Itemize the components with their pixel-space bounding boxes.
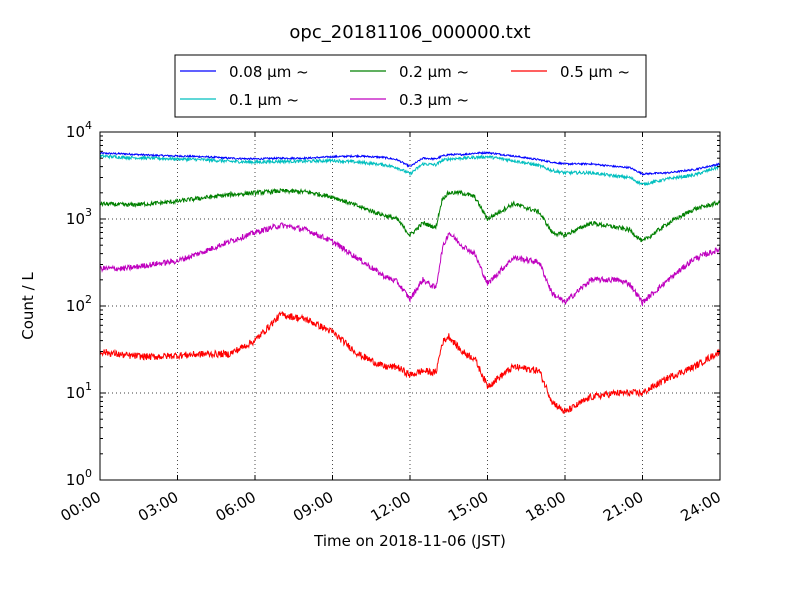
y-tick-label: 103 — [66, 206, 92, 228]
x-tick-label: 06:00 — [213, 488, 259, 525]
legend-box — [174, 54, 647, 118]
series-line-1 — [99, 153, 721, 186]
legend-label: 0.3 μm ~ — [399, 91, 469, 109]
x-tick-label: 24:00 — [678, 488, 724, 525]
y-tick-label: 100 — [66, 467, 92, 489]
series-lines — [99, 150, 721, 414]
legend: 0.08 μm ~ 0.1 μm ~ 0.2 μm ~ 0.3 μm ~ 0.5 μm … — [174, 54, 647, 118]
x-tick-label: 09:00 — [290, 488, 336, 525]
x-tick-label: 21:00 — [600, 488, 646, 525]
legend-label: 0.5 μm ~ — [560, 63, 630, 81]
series-line-4 — [99, 311, 721, 414]
x-tick-label: 03:00 — [135, 488, 181, 525]
legend-label: 0.1 μm ~ — [229, 91, 299, 109]
series-line-2 — [99, 187, 721, 243]
x-tick-label: 18:00 — [523, 488, 569, 525]
series-line-0 — [99, 150, 721, 176]
series-line-3 — [99, 221, 721, 307]
y-axis-label: Count / L — [19, 272, 37, 340]
x-axis-label: Time on 2018-11-06 (JST) — [313, 532, 506, 550]
y-tick-label: 104 — [66, 119, 92, 141]
y-axis: 100 101 102 103 104 — [66, 119, 720, 489]
y-tick-label: 101 — [66, 380, 92, 402]
chart-title: opc_20181106_000000.txt — [289, 22, 530, 43]
legend-label: 0.08 μm ~ — [229, 63, 309, 81]
y-tick-label: 102 — [66, 293, 92, 315]
x-tick-label: 12:00 — [368, 488, 414, 525]
x-tick-label: 00:00 — [58, 488, 104, 525]
legend-label: 0.2 μm ~ — [399, 63, 469, 81]
x-tick-label: 15:00 — [445, 488, 491, 525]
